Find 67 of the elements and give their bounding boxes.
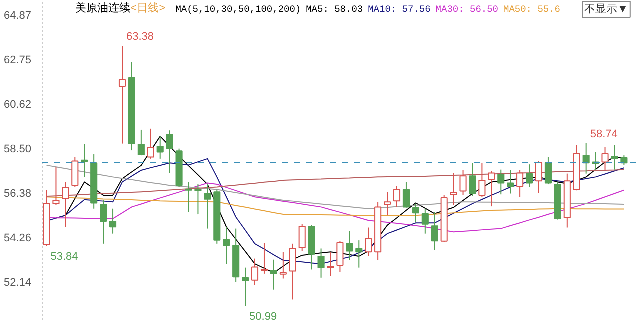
text: MA30: 56.50 bbox=[436, 4, 499, 15]
chart-subtitle: <日线> bbox=[130, 2, 166, 16]
candlestick bbox=[185, 182, 192, 213]
candlestick bbox=[298, 224, 306, 252]
y-tick-label: 60.62 bbox=[4, 98, 32, 111]
candlestick bbox=[62, 182, 70, 228]
text: MA50: 55.6 bbox=[504, 4, 561, 15]
candlestick bbox=[526, 164, 534, 188]
candlestick bbox=[356, 240, 363, 268]
candlestick bbox=[270, 259, 278, 290]
candlestick bbox=[412, 203, 420, 223]
annotation: 63.38 bbox=[126, 31, 154, 44]
candlestick bbox=[138, 129, 145, 156]
candlestick bbox=[346, 230, 354, 261]
y-tick-label: 54.26 bbox=[4, 232, 32, 244]
y-tick-label: 58.50 bbox=[4, 143, 32, 156]
annotation: 50.99 bbox=[250, 311, 278, 320]
candlestick bbox=[516, 170, 524, 198]
candlestick bbox=[289, 243, 296, 300]
candlestick bbox=[118, 46, 126, 144]
candlestick bbox=[469, 162, 476, 197]
legend-title: MA(5,10,30,50,100,200) bbox=[176, 4, 302, 15]
candlestick bbox=[147, 128, 154, 160]
candlestick bbox=[251, 258, 259, 286]
candlestick bbox=[336, 240, 344, 273]
candlestick bbox=[280, 252, 287, 280]
candlestick bbox=[100, 200, 108, 244]
candlestick bbox=[498, 169, 505, 196]
chart-title: 美原油连续 bbox=[76, 2, 130, 16]
candlestick bbox=[393, 186, 401, 208]
y-tick-label: 56.38 bbox=[4, 188, 32, 200]
candlestick bbox=[582, 142, 590, 174]
y-tick-label: 64.87 bbox=[4, 10, 32, 22]
y-tick-label: 52.14 bbox=[4, 276, 32, 289]
candlestick bbox=[431, 212, 438, 251]
candlestick bbox=[223, 226, 230, 265]
candlestick bbox=[460, 170, 467, 196]
candlestick bbox=[242, 267, 250, 307]
candlestick bbox=[318, 248, 325, 278]
text: MA5: 58.03 bbox=[306, 4, 364, 15]
line-series bbox=[46, 164, 625, 210]
candlestick bbox=[81, 144, 88, 178]
candlestick bbox=[535, 160, 543, 194]
candlestick bbox=[450, 172, 458, 206]
annotation: 58.74 bbox=[590, 128, 618, 140]
candlestick bbox=[611, 144, 618, 170]
candlestick bbox=[260, 242, 268, 274]
candlestick bbox=[507, 170, 514, 194]
text: MA10: 57.56 bbox=[368, 4, 432, 15]
candlestick bbox=[52, 166, 60, 206]
candlestick bbox=[365, 227, 372, 257]
candlestick bbox=[204, 183, 212, 230]
candlestick bbox=[402, 182, 410, 208]
candlestick bbox=[602, 146, 609, 171]
candlestick bbox=[194, 184, 202, 216]
candlestick bbox=[422, 208, 429, 234]
candlestick bbox=[109, 208, 117, 234]
candlestick bbox=[156, 136, 164, 160]
annotation: 53.84 bbox=[50, 251, 78, 264]
candlestick bbox=[478, 162, 486, 198]
candlestick bbox=[166, 130, 174, 174]
y-tick-label: 62.75 bbox=[4, 54, 32, 66]
annotation: 不显示▼ bbox=[584, 4, 628, 16]
candlestick bbox=[488, 170, 496, 208]
candlestick bbox=[327, 252, 334, 277]
candlestick bbox=[544, 156, 552, 186]
candlestick bbox=[384, 192, 392, 216]
